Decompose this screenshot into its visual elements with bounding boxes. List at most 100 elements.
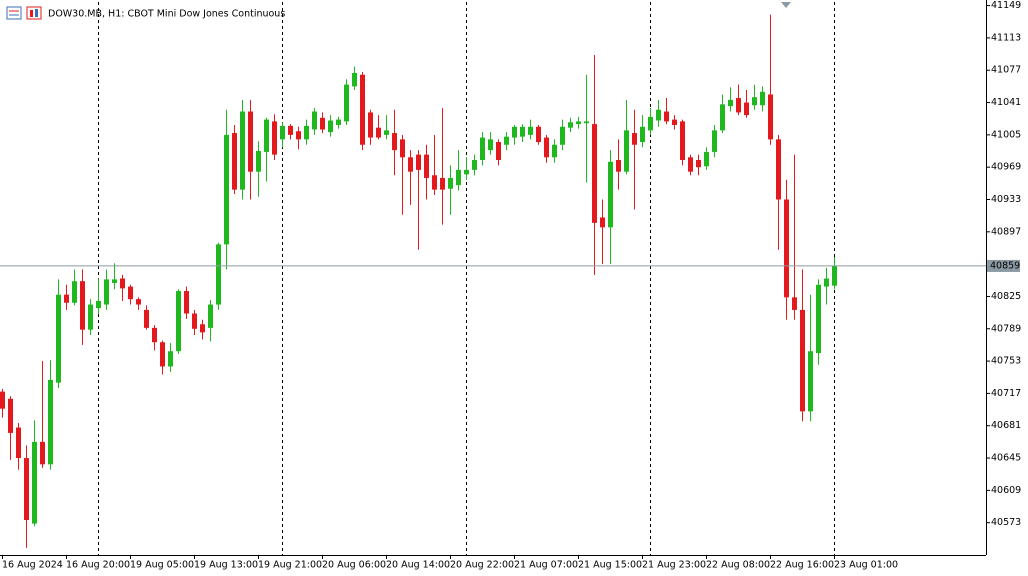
y-tick-label: 40933 <box>991 194 1021 205</box>
candle-body <box>808 351 813 412</box>
toolbar-icons <box>6 6 42 20</box>
last-price-label: 40859 <box>990 260 1020 271</box>
candle-body <box>32 441 37 524</box>
candle-body <box>48 379 53 465</box>
candle-body <box>520 126 525 137</box>
candle-body <box>824 278 829 287</box>
y-tick-label: 40609 <box>991 485 1021 496</box>
candle-body <box>608 161 613 228</box>
candle-body <box>688 157 693 172</box>
candle-body <box>776 139 781 200</box>
candle-body <box>144 309 149 328</box>
candle-body <box>184 291 189 314</box>
shift-marker <box>781 2 791 8</box>
y-tick-label: 41077 <box>991 65 1021 76</box>
candle-body <box>384 130 389 135</box>
candle-body <box>264 119 269 152</box>
candle-body <box>312 111 317 130</box>
candle-body <box>616 160 621 172</box>
candle-body <box>552 144 557 158</box>
candle-body <box>560 126 565 145</box>
candle-body <box>88 304 93 330</box>
candle-body <box>720 104 725 131</box>
candle-body <box>760 91 765 106</box>
candle-body <box>40 441 45 465</box>
candle-body <box>544 137 549 158</box>
candle-body <box>376 127 381 138</box>
candle-body <box>816 284 821 354</box>
candle-body <box>488 139 493 151</box>
candle-body <box>744 102 749 116</box>
candle-body <box>600 217 605 228</box>
candle-body <box>528 126 533 135</box>
x-tick-label: 20 Aug 22:00 <box>450 560 514 571</box>
candle-body <box>256 151 261 172</box>
candle-body <box>624 130 629 172</box>
candle-body <box>288 125 293 135</box>
candle-body <box>768 94 773 140</box>
y-tick-label: 40573 <box>991 517 1021 528</box>
candle-body <box>344 84 349 122</box>
x-tick-label: 20 Aug 06:00 <box>322 560 386 571</box>
candle-body <box>432 175 437 190</box>
x-tick-label: 22 Aug 16:00 <box>770 560 834 571</box>
x-tick-label: 22 Aug 08:00 <box>706 560 770 571</box>
candle-body <box>216 244 221 305</box>
candle-body <box>392 133 397 151</box>
candle-body <box>248 111 253 172</box>
candle-body <box>368 112 373 138</box>
candle-body <box>832 265 837 286</box>
icon <box>26 6 42 20</box>
y-tick-label: 41113 <box>991 32 1021 43</box>
x-tick-label: 19 Aug 21:00 <box>258 560 322 571</box>
x-tick-label: 16 Aug 2024 <box>2 560 63 571</box>
candle-body <box>512 126 517 138</box>
x-tick-label: 20 Aug 14:00 <box>386 560 450 571</box>
candle-body <box>696 160 701 168</box>
icon-part <box>30 10 33 17</box>
candle-body <box>328 120 333 133</box>
candle-body <box>128 286 133 300</box>
candle-body <box>536 126 541 143</box>
candle-body <box>296 131 301 140</box>
candle-body <box>680 121 685 160</box>
y-tick-label: 40753 <box>991 356 1021 367</box>
candle-body <box>800 309 805 412</box>
y-tick-label: 40825 <box>991 291 1021 302</box>
candle-body <box>104 279 109 305</box>
candle-body <box>72 281 77 303</box>
candle-body <box>672 119 677 125</box>
candle-body <box>648 116 653 131</box>
y-tick-label: 41149 <box>991 0 1021 11</box>
candle-body <box>168 351 173 367</box>
candle-body <box>784 199 789 298</box>
y-tick-label: 41041 <box>991 97 1021 108</box>
candle-body <box>0 391 5 409</box>
x-tick-label: 21 Aug 23:00 <box>642 560 706 571</box>
candle-body <box>16 427 21 459</box>
candle-body <box>416 154 421 170</box>
y-tick-label: 41005 <box>991 129 1021 140</box>
candle-body <box>56 294 61 383</box>
candle-body <box>280 125 285 140</box>
candle-body <box>136 299 141 305</box>
candle-body <box>712 130 717 152</box>
y-tick-label: 40789 <box>991 323 1021 334</box>
candle-body <box>200 324 205 333</box>
y-tick-label: 40969 <box>991 162 1021 173</box>
candle-body <box>456 169 461 186</box>
y-tick-label: 40681 <box>991 420 1021 431</box>
candle-body <box>792 297 797 310</box>
candle-body <box>24 458 29 520</box>
chart-title: DOW30.MB, H1: CBOT Mini Dow Jones Contin… <box>48 9 285 20</box>
icon <box>6 6 22 20</box>
candle-body <box>496 142 501 160</box>
candle-body <box>424 154 429 178</box>
candle-body <box>584 121 589 124</box>
candle-body <box>272 121 277 155</box>
candle-body <box>632 133 637 145</box>
candle-body <box>656 109 661 121</box>
